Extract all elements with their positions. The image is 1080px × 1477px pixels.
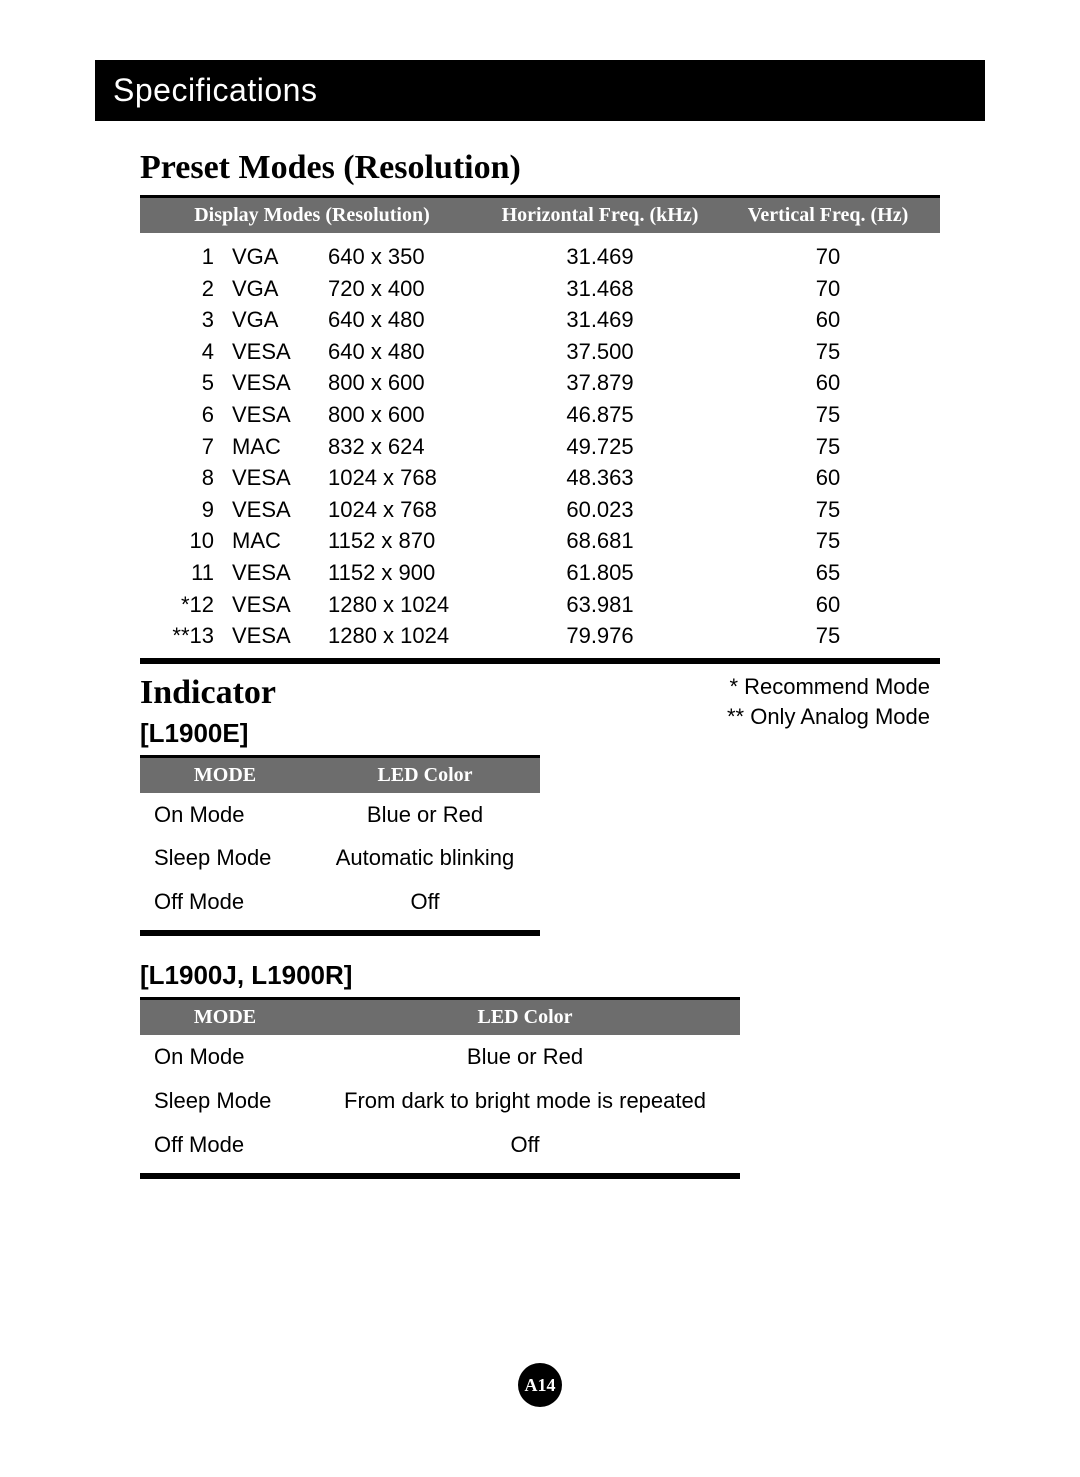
table-row: 11VESA1152 x 90061.80565 [140,557,940,589]
indicator-header-row: MODE LED Color [140,1000,740,1035]
preset-table-body: 1VGA640 x 35031.46970 2VGA720 x 40031.46… [140,233,940,652]
preset-modes-table: Display Modes (Resolution) Horizontal Fr… [140,198,940,652]
table-row: 1VGA640 x 35031.46970 [140,233,940,273]
model-label-2: [L1900J, L1900R] [140,960,940,991]
table-row: 6VESA800 x 60046.87575 [140,399,940,431]
table-row: 2VGA720 x 40031.46870 [140,273,940,305]
page-number: A14 [518,1363,562,1407]
col-led: LED Color [310,758,540,793]
indicator-header-row: MODE LED Color [140,758,540,793]
table-rule-bottom [140,1173,740,1179]
col-mode: MODE [140,758,310,793]
indicator-table-1: MODE LED Color On ModeBlue or Red Sleep … [140,758,540,925]
table-row: 10MAC1152 x 87068.68175 [140,526,940,558]
table-row: 3VGA640 x 48031.46960 [140,305,940,337]
preset-modes-heading: Preset Modes (Resolution) [140,149,940,187]
table-row: 9VESA1024 x 76860.02375 [140,494,940,526]
table-row: On ModeBlue or Red [140,1035,740,1079]
table-row: Sleep ModeFrom dark to bright mode is re… [140,1079,740,1123]
table-rule-bottom [140,658,940,664]
col-led: LED Color [310,1000,740,1035]
indicator-table-2-wrap: MODE LED Color On ModeBlue or Red Sleep … [140,997,740,1179]
table-row: **13VESA1280 x 102479.97675 [140,621,940,653]
table-row: Off ModeOff [140,1123,740,1167]
table-row: On ModeBlue or Red [140,793,540,837]
table-row: 7MAC832 x 62449.72575 [140,431,940,463]
col-mode: MODE [140,1000,310,1035]
content-area: Preset Modes (Resolution) Display Modes … [95,149,985,1179]
table-row: *12VESA1280 x 102463.98160 [140,589,940,621]
table-row: 5VESA800 x 60037.87960 [140,368,940,400]
col-hfreq: Horizontal Freq. (kHz) [484,198,716,233]
indicator-table-1-wrap: MODE LED Color On ModeBlue or Red Sleep … [140,755,540,937]
table-row: Off ModeOff [140,880,540,924]
preset-header-row: Display Modes (Resolution) Horizontal Fr… [140,198,940,233]
page-number-wrap: A14 [0,1363,1080,1407]
title-bar: Specifications [95,60,985,121]
col-vfreq: Vertical Freq. (Hz) [716,198,940,233]
table-rule-bottom [140,930,540,936]
table-row: 8VESA1024 x 76848.36360 [140,463,940,495]
page: Specifications Preset Modes (Resolution)… [0,0,1080,1179]
indicator-table-2: MODE LED Color On ModeBlue or Red Sleep … [140,1000,740,1167]
table-row: Sleep ModeAutomatic blinking [140,836,540,880]
col-display-modes: Display Modes (Resolution) [140,198,484,233]
table-row: 4VESA640 x 48037.50075 [140,336,940,368]
